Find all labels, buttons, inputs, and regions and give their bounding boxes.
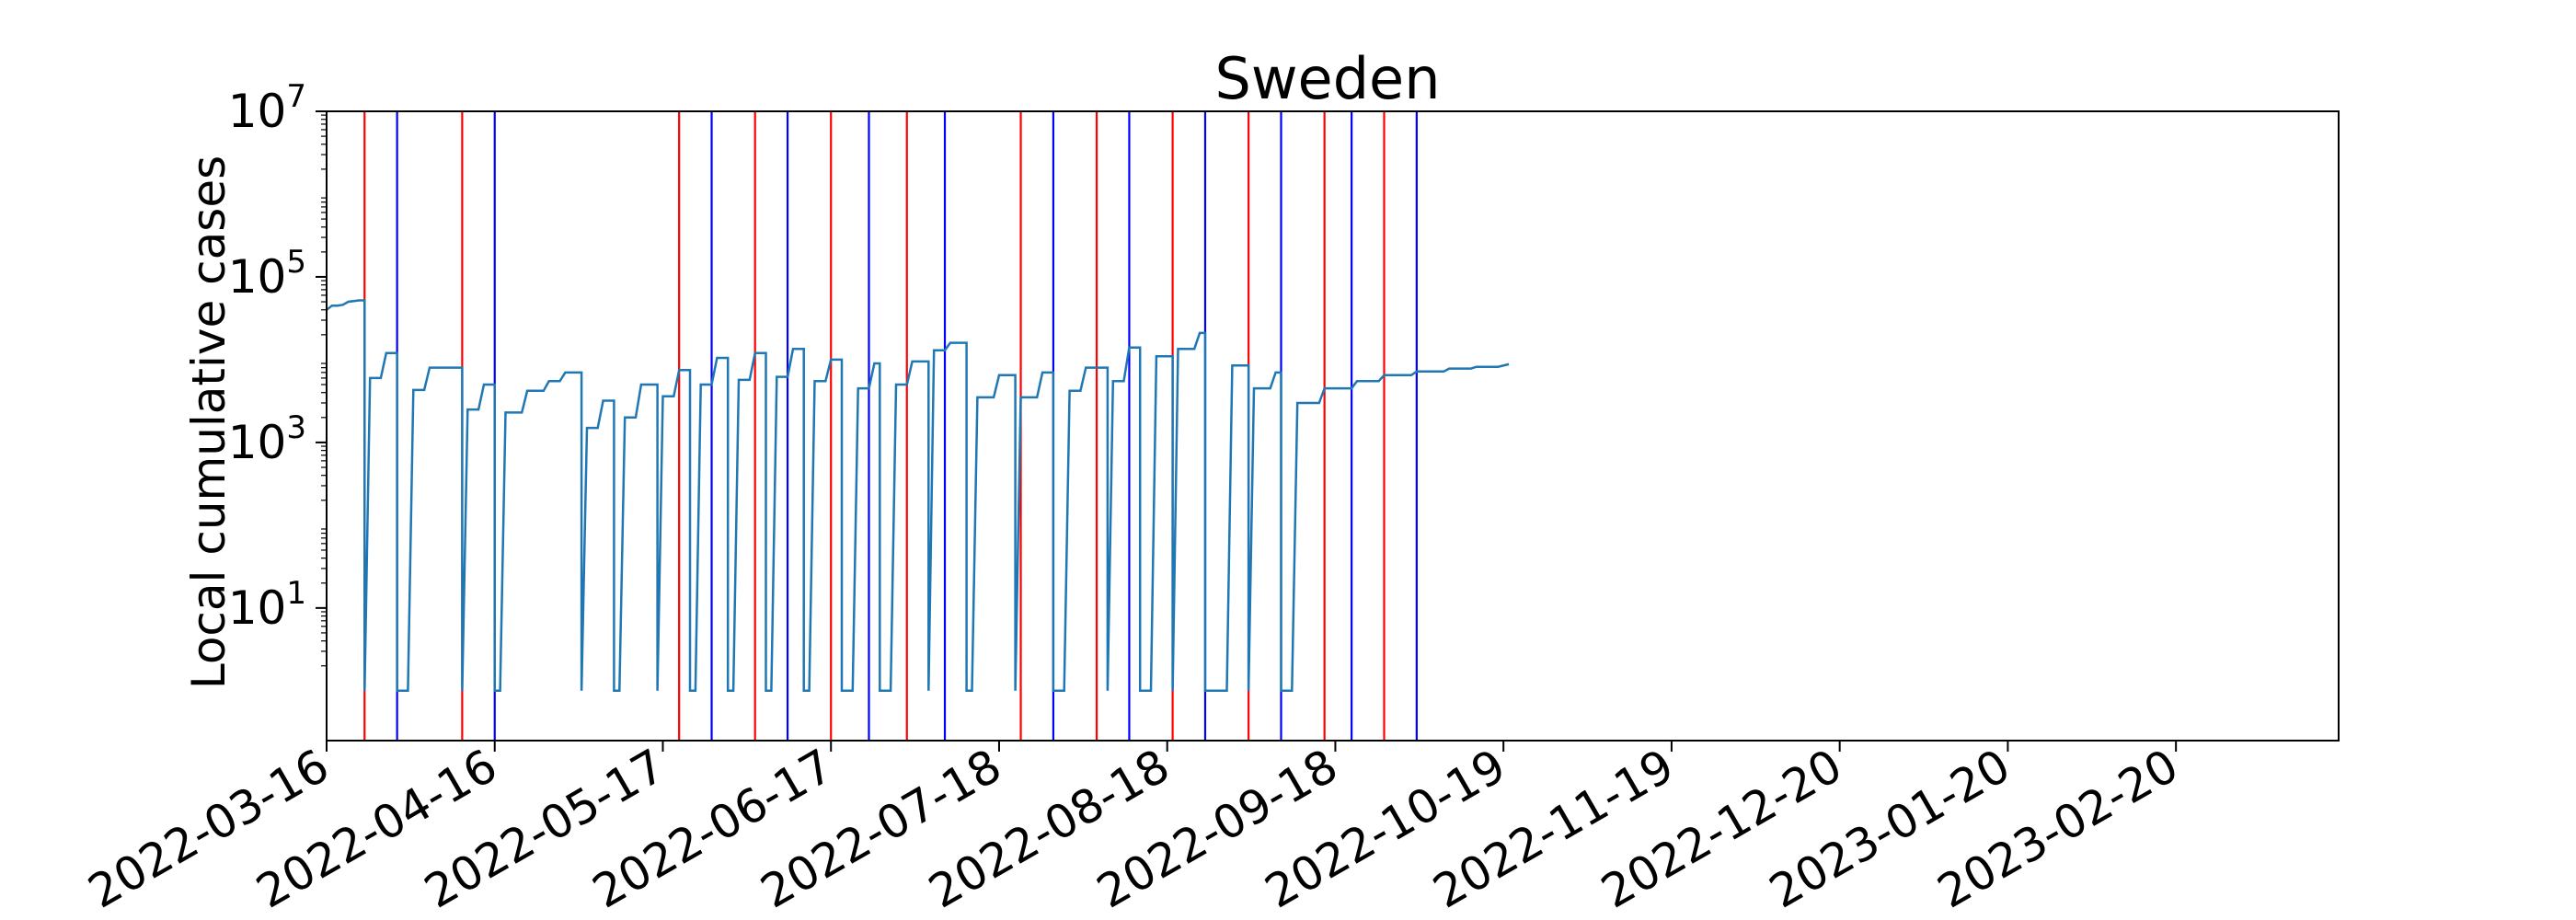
y-axis: 101 103 105 107 (228, 78, 327, 667)
series-line-cumulative-cases (326, 299, 1510, 693)
y-tick-label-1: 103 (228, 409, 306, 469)
chart-title: Sweden (1214, 45, 1440, 112)
y-tick-label-0: 101 (228, 575, 306, 635)
y-tick-label-2: 105 (228, 244, 306, 304)
plot-frame (326, 110, 2340, 742)
y-tick-label-3: 107 (228, 78, 306, 138)
x-axis: 2022-03-162022-04-162022-05-172022-06-17… (79, 739, 2187, 919)
y-axis-label: Local cumulative cases (182, 155, 236, 689)
